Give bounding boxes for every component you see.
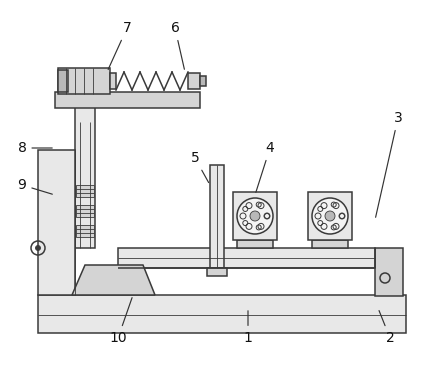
Text: 6: 6: [170, 21, 184, 69]
Bar: [38, 295, 406, 333]
Bar: [58, 70, 68, 92]
Text: 8: 8: [18, 141, 52, 155]
Text: 4: 4: [256, 141, 274, 192]
Circle shape: [36, 245, 40, 251]
Bar: [237, 240, 273, 248]
Bar: [58, 68, 110, 94]
Bar: [210, 165, 224, 268]
Bar: [308, 192, 352, 240]
Bar: [75, 92, 95, 248]
Bar: [233, 192, 277, 240]
Circle shape: [325, 211, 335, 221]
Bar: [200, 76, 206, 86]
Circle shape: [237, 198, 273, 234]
Text: 5: 5: [190, 151, 209, 182]
Text: 3: 3: [376, 111, 402, 217]
Bar: [76, 225, 94, 237]
Bar: [76, 205, 94, 217]
Text: 9: 9: [18, 178, 52, 194]
Text: 10: 10: [109, 298, 132, 345]
Circle shape: [250, 211, 260, 221]
Text: 1: 1: [244, 311, 253, 345]
Bar: [188, 73, 200, 89]
Bar: [375, 248, 403, 296]
Bar: [55, 92, 200, 108]
Bar: [110, 73, 116, 89]
Bar: [38, 150, 75, 295]
Bar: [312, 240, 348, 248]
Circle shape: [312, 198, 348, 234]
Bar: [207, 268, 227, 276]
Bar: [118, 248, 375, 268]
Bar: [76, 185, 94, 197]
Polygon shape: [72, 265, 155, 295]
Text: 7: 7: [108, 21, 131, 69]
Text: 2: 2: [379, 311, 394, 345]
